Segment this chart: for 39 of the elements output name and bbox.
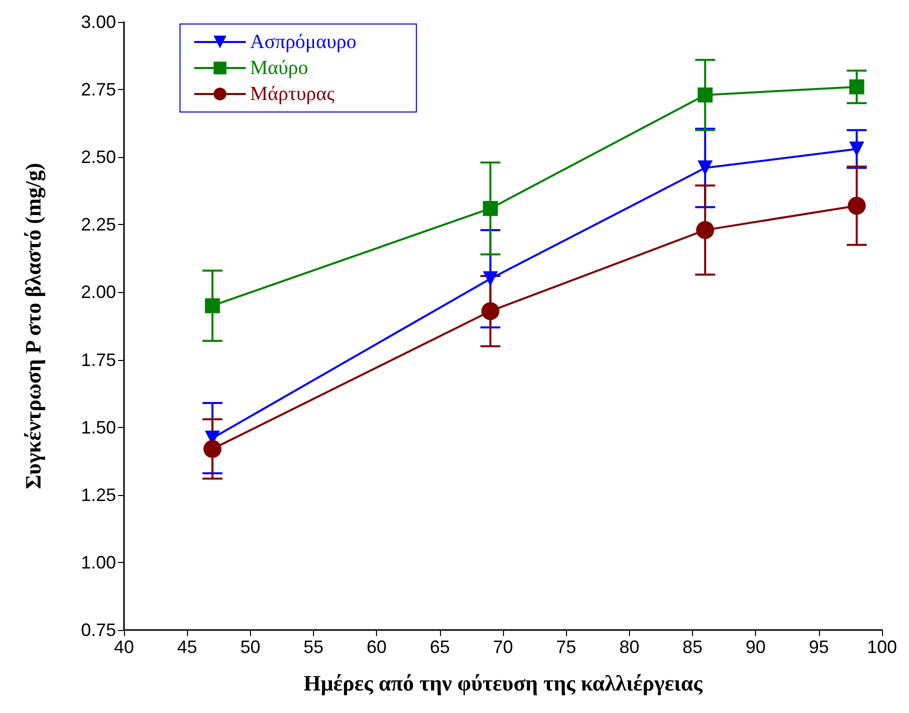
point: [698, 87, 713, 102]
legend-label: Ασπρόμαυρο: [250, 31, 356, 53]
point: [849, 142, 864, 157]
x-tick-label: 45: [177, 637, 198, 657]
y-tick-label: 2.75: [80, 80, 116, 100]
y-tick-label: 2.25: [80, 214, 116, 235]
y-tick-label: 3.00: [80, 12, 116, 32]
point: [204, 298, 220, 314]
x-tick-label: 90: [746, 637, 766, 657]
y-tick-label: 0.75: [80, 620, 116, 640]
y-tick-label: 2.00: [80, 282, 116, 302]
x-tick-label: 70: [492, 637, 514, 657]
y-tick-label: 1.00: [80, 552, 116, 572]
point: [848, 196, 866, 215]
point: [482, 200, 498, 216]
point: [203, 440, 222, 458]
x-axis-title: Ημέρες από την φύτευση της καλλιέργειας: [304, 670, 704, 696]
x-tick-label: 65: [430, 637, 450, 657]
legend-label: Μαύρο: [250, 57, 308, 79]
y-tick-label: 1.50: [80, 417, 116, 438]
x-tick-label: 40: [114, 637, 134, 657]
x-tick-label: 80: [619, 637, 640, 657]
point: [698, 160, 713, 176]
x-tick-label: 55: [303, 637, 324, 657]
point: [481, 302, 500, 320]
x-tick-label: 75: [556, 637, 576, 657]
x-tick-label: 85: [682, 637, 703, 657]
y-tick-label: 1.75: [80, 350, 116, 370]
point: [696, 221, 714, 240]
legend-label: Μάρτυρας: [250, 83, 335, 105]
y-tick-label: 2.50: [80, 147, 116, 168]
x-tick-label: 95: [808, 637, 829, 657]
x-tick-label: 100: [866, 637, 898, 657]
point: [482, 271, 498, 286]
point: [849, 79, 864, 94]
y-axis-title: Συγκέντρωση P στο βλαστό (mg/g): [20, 162, 46, 490]
x-tick-label: 50: [240, 637, 260, 657]
x-tick-label: 60: [366, 637, 387, 657]
y-tick-label: 1.25: [80, 484, 116, 505]
